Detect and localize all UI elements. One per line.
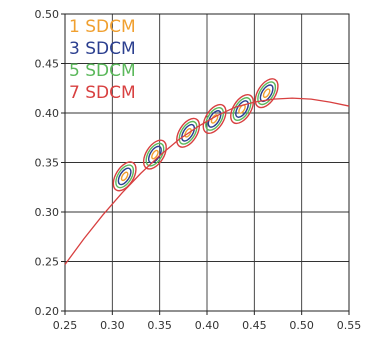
x-tick-label: 0.40 [195,319,220,332]
y-tick-label: 0.50 [35,8,60,21]
x-tick-label: 0.55 [337,319,362,332]
sdcm-ellipse [151,149,159,160]
x-axis-ticks: 0.25 0.30 0.35 0.40 0.45 0.50 0.55 [53,311,362,332]
macadam-ellipses [112,78,279,192]
sdcm-ellipse [120,171,129,182]
planckian-locus [64,97,350,265]
sdcm-ellipse [202,103,227,134]
y-tick-label: 0.25 [35,256,60,269]
y-tick-label: 0.40 [35,107,60,120]
x-tick-label: 0.25 [53,319,78,332]
x-tick-label: 0.50 [289,319,314,332]
sdcm-ellipse [115,164,135,189]
sdcm-ellipse [232,97,252,121]
legend-item: 5 SDCM [69,61,136,81]
planckian-locus-curve [64,97,350,265]
ellipse-group [176,117,201,148]
legend-item: 3 SDCM [69,39,136,59]
ellipse-group [142,139,167,170]
x-tick-label: 0.45 [242,319,267,332]
x-tick-label: 0.30 [100,319,125,332]
sdcm-ellipse [207,110,222,128]
y-tick-label: 0.20 [35,305,60,318]
sdcm-ellipse [257,81,277,106]
sdcm-ellipse [184,128,192,138]
y-tick-label: 0.35 [35,157,60,170]
ellipse-group [202,103,227,134]
y-tick-label: 0.45 [35,58,60,71]
ellipse-group [112,161,137,192]
sdcm-ellipse [254,78,279,109]
legend-item: 1 SDCM [69,17,136,37]
y-tick-label: 0.30 [35,206,60,219]
sdcm-ellipse [181,123,196,142]
sdcm-ellipse [262,88,271,98]
sdcm-ellipse [230,93,255,125]
sdcm-ellipse [142,139,167,170]
sdcm-ellipse [205,106,225,131]
sdcm-ellipse [176,117,201,148]
legend-item: 7 SDCM [69,83,136,103]
ellipse-group [254,78,279,109]
sdcm-ellipse [117,167,132,186]
sdcm-ellipse [112,161,137,192]
sdcm-ellipse [178,120,198,145]
x-tick-label: 0.35 [147,319,172,332]
sdcm-ellipse [145,142,165,167]
y-axis-ticks: 0.20 0.25 0.30 0.35 0.40 0.45 0.50 [35,8,65,318]
